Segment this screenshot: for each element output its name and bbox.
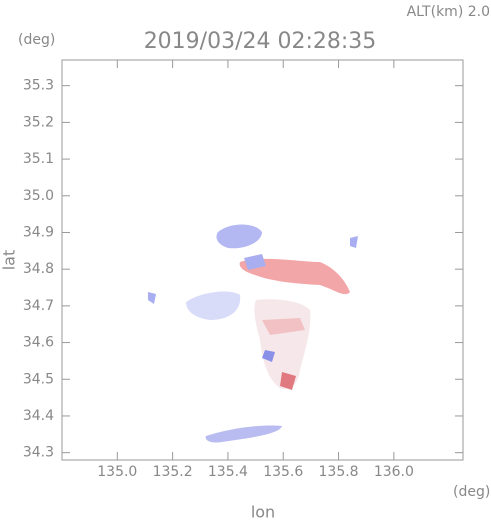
y-tick-label: 34.4 [23,408,54,424]
x-tick-label: 135.6 [263,464,303,480]
x-tick-label: 135.8 [319,464,359,480]
y-unit: (deg) [18,32,55,48]
x-tick-label: 136.0 [374,464,414,480]
echo-blob [350,236,358,248]
echo-blob [239,258,350,295]
x-axis-label: lon [251,503,275,521]
echo-field [148,224,358,443]
y-tick-label: 35.0 [23,188,54,204]
echo-blob [205,425,282,443]
plot-frame [61,59,464,461]
altitude-label: ALT(km) 2.0 [407,4,490,20]
x-tick-label: 135.4 [208,464,248,480]
y-tick-label: 34.8 [23,261,54,277]
echo-blob [216,224,262,249]
chart-title: 2019/03/24 02:28:35 [144,29,377,54]
echo-blob [262,350,275,362]
y-tick-label: 35.2 [23,114,54,130]
echo-blob [262,318,305,335]
echo-blob [280,372,296,390]
echo-blob [148,292,156,304]
y-tick-label: 34.3 [23,445,54,461]
y-axis-label: lat [0,250,19,271]
y-tick-label: 34.7 [23,298,54,314]
x-tick-label: 135.2 [153,464,193,480]
echo-blob [244,254,266,270]
y-tick-label: 35.3 [23,78,54,94]
y-tick-label: 34.5 [23,371,54,387]
x-tick-label: 135.0 [97,464,137,480]
echo-blob [186,291,241,320]
y-tick-label: 34.6 [23,335,54,351]
x-unit: (deg) [453,484,490,500]
y-tick-label: 35.1 [23,151,54,167]
y-tick-label: 34.9 [23,224,54,240]
